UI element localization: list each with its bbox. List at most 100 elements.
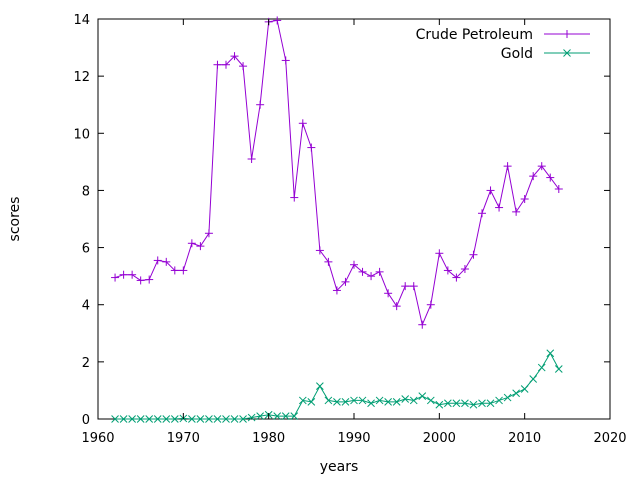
x-tick-label: 2000 xyxy=(423,431,456,446)
data-point xyxy=(537,162,546,171)
series-gold xyxy=(111,349,563,423)
data-point xyxy=(162,415,171,423)
legend-marker xyxy=(563,49,571,57)
data-point xyxy=(307,398,316,406)
y-tick-label: 14 xyxy=(73,13,90,28)
data-point xyxy=(111,273,120,282)
data-point xyxy=(503,393,512,402)
x-tick-label: 1990 xyxy=(337,431,370,446)
axes-layer: 1960 1970 1980 1990 2000 2010 2020 0 2 4 6 8 10 12 14 xyxy=(73,13,626,446)
data-point xyxy=(128,415,136,423)
data-point xyxy=(486,399,495,408)
data-point xyxy=(162,257,171,266)
data-point xyxy=(367,399,375,408)
data-point xyxy=(213,415,222,423)
data-point xyxy=(179,266,188,275)
data-point xyxy=(315,246,324,255)
data-point xyxy=(222,60,230,69)
legend-label: Crude Petroleum xyxy=(416,27,533,43)
data-point xyxy=(461,399,469,408)
data-point xyxy=(460,265,469,273)
data-point xyxy=(401,395,410,403)
data-point xyxy=(435,400,444,409)
data-point xyxy=(444,399,452,408)
data-point xyxy=(230,415,239,423)
data-point xyxy=(358,267,367,276)
data-point xyxy=(409,282,418,291)
data-point xyxy=(136,415,145,423)
data-point xyxy=(145,275,154,284)
data-point xyxy=(503,162,512,171)
data-point xyxy=(443,266,452,275)
data-point xyxy=(418,392,427,400)
plot-frame xyxy=(97,18,611,420)
data-point xyxy=(111,415,119,423)
data-point xyxy=(256,100,265,109)
data-point xyxy=(239,62,248,71)
data-point xyxy=(256,412,264,420)
data-point xyxy=(469,250,478,259)
data-point xyxy=(290,193,299,202)
series-crude-petroleum xyxy=(111,16,563,329)
data-point xyxy=(546,349,555,358)
x-axis-label: years xyxy=(320,459,359,475)
plot-area xyxy=(97,18,611,420)
legend-label: Gold xyxy=(501,46,533,62)
y-tick-label: 12 xyxy=(73,70,90,85)
data-point xyxy=(350,260,358,269)
series-layer xyxy=(111,16,563,423)
data-point xyxy=(478,399,486,408)
data-point xyxy=(512,389,520,398)
series-line xyxy=(115,352,560,420)
data-point xyxy=(281,56,290,65)
data-point xyxy=(486,186,495,195)
data-point xyxy=(452,399,461,408)
data-point xyxy=(204,229,213,238)
data-point xyxy=(247,155,256,163)
data-point xyxy=(170,415,179,423)
data-point xyxy=(520,195,529,203)
data-point xyxy=(529,375,538,383)
data-point xyxy=(392,302,401,311)
data-point xyxy=(188,415,196,423)
data-point xyxy=(375,396,384,405)
data-point xyxy=(554,365,563,373)
data-point xyxy=(230,52,239,61)
data-point xyxy=(247,413,256,422)
data-point xyxy=(350,396,358,405)
data-point xyxy=(333,398,341,406)
y-tick-label: 10 xyxy=(73,127,90,142)
data-point xyxy=(128,270,137,279)
data-point xyxy=(196,415,205,423)
legend: Crude Petroleum Gold xyxy=(416,27,590,62)
series-line xyxy=(114,19,560,327)
y-tick-label: 0 xyxy=(82,413,90,428)
data-point xyxy=(196,242,205,251)
data-point xyxy=(375,267,384,276)
data-point xyxy=(273,16,282,25)
data-point xyxy=(187,239,196,248)
x-tick-label: 1960 xyxy=(81,431,114,446)
data-point xyxy=(136,276,145,285)
y-tick-label: 4 xyxy=(82,299,90,314)
data-point xyxy=(435,249,444,258)
x-tick-label: 1980 xyxy=(252,431,285,446)
data-point xyxy=(529,172,538,181)
data-point xyxy=(324,396,333,405)
data-point xyxy=(213,60,222,69)
data-point xyxy=(332,286,341,295)
data-point xyxy=(316,382,324,390)
data-point xyxy=(119,270,128,279)
x-tick-label: 2020 xyxy=(593,431,626,446)
data-point xyxy=(384,289,393,298)
data-point xyxy=(222,415,230,423)
data-point xyxy=(324,257,333,266)
data-point xyxy=(273,412,282,420)
data-point xyxy=(281,412,290,420)
data-point xyxy=(290,412,299,420)
y-tick-label: 8 xyxy=(82,184,90,199)
data-point xyxy=(384,398,392,406)
data-point xyxy=(478,209,486,218)
data-point xyxy=(145,415,154,423)
data-point xyxy=(512,207,521,216)
